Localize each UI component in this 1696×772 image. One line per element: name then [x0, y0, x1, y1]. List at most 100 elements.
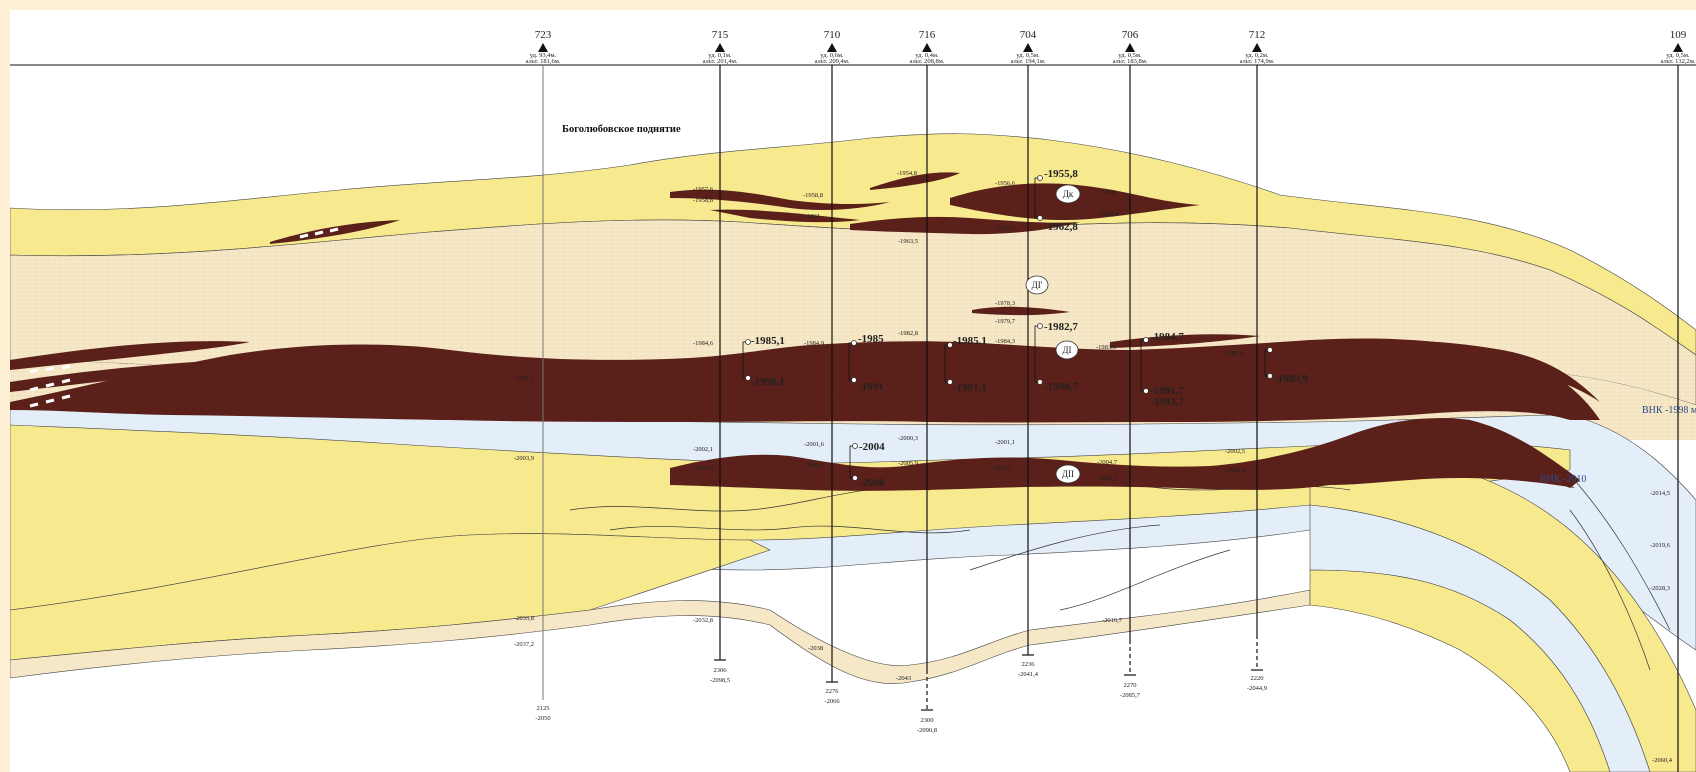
well-715[interactable]: 715 уд. 0,1м. альт. 201,4м. 2306 -2098,5 [703, 29, 738, 684]
depth-label: -2006,2 [992, 465, 1012, 472]
depth-label: -2000,3 [898, 435, 918, 442]
oil-water-contact-label: ВНК -2010 [1540, 474, 1586, 485]
depth-label: -2006,5 [804, 462, 824, 469]
well-706[interactable]: 706 уд. 0,5м. альт. 183,8м. 2270 -2085,7 [1113, 29, 1148, 699]
mark-label: -1985,1 [751, 335, 785, 347]
well-alt1: уд. 0,2м. [1245, 52, 1269, 59]
oil-lens [1070, 399, 1250, 410]
well-alt2: альт. 174,9м. [1240, 58, 1275, 65]
depth-label: -1961 [805, 213, 820, 220]
cross-section-frame: 723 уд. 93,4м. альт. 181,6м. 2125 -2050 … [10, 10, 1696, 772]
depth-label: -1956,6 [995, 180, 1016, 187]
depth-label: -2002,5 [1225, 448, 1245, 455]
well-bottom-depth: 2236 [1022, 661, 1036, 668]
well-716[interactable]: 716 уд. 0,4м. альт. 208,8м. 2300 -2090,8 [910, 29, 945, 734]
thin-streak [969, 524, 1161, 571]
svg-text:ДII: ДII [1062, 469, 1074, 479]
well-712[interactable]: 712 уд. 0,2м. альт. 174,9м. 2220 -2044,9 [1240, 29, 1275, 692]
mark-label: -1984,7 [1150, 331, 1184, 343]
depth-label: -2038 [808, 645, 823, 652]
well-723[interactable]: 723 уд. 93,4м. альт. 181,6м. 2125 -2050 [526, 29, 561, 722]
depth-label: -1957,6 [693, 186, 714, 193]
mark-label: -1991 [858, 381, 884, 393]
well-marker-icon [1023, 43, 1033, 52]
pinch-out-dk [299, 227, 339, 239]
mark-label: -1991,1 [953, 382, 987, 394]
layer-label-d1: ДI [1055, 340, 1079, 360]
depth-label: -2014,5 [1650, 490, 1670, 497]
well-marker-icon [1252, 43, 1262, 52]
well-bottom-abs: -2098,5 [710, 677, 730, 684]
thin-streak [1569, 474, 1671, 631]
well-id: 712 [1249, 29, 1266, 41]
depth-label: -1954,8 [897, 170, 917, 177]
well-704[interactable]: 704 уд. 0,5м. альт. 194,1м. 2236 -2041,4 [1011, 29, 1046, 678]
depth-label: -2033,8 [514, 615, 534, 622]
well-bottom-abs: -2041,4 [1018, 671, 1039, 678]
well-bottom-depth: 2306 [714, 667, 728, 674]
pinch-out-left [29, 364, 71, 408]
well-alt1: уд. 0,6м. [820, 52, 844, 59]
depth-label: -2032,8 [693, 617, 713, 624]
well-bottom-abs: -2066 [824, 698, 840, 705]
mark-label: -1989,9 [1274, 373, 1308, 385]
well-alt2: альт. 181,6м. [526, 58, 561, 65]
well-bottom-depth: 2125 [537, 705, 550, 712]
geological-cross-section: 723 уд. 93,4м. альт. 181,6м. 2125 -2050 … [10, 29, 1696, 772]
oil-body-dk [270, 220, 400, 244]
well-bottom-abs: -2060,4 [1652, 757, 1673, 764]
well-710[interactable]: 710 уд. 0,6м. альт. 209,4м. 2276 -2066 [815, 29, 850, 705]
depth-label: -1958 [1100, 189, 1115, 196]
depth-label: -1958,6 [693, 197, 714, 204]
oil-lens [10, 358, 270, 392]
oil-lens-d2 [1330, 455, 1575, 488]
mark-label: -1990,1 [751, 376, 785, 388]
well-alt1: уд. 93,4м. [530, 52, 557, 59]
depth-label: -2006,8 [693, 465, 713, 472]
well-marker-icon [827, 43, 837, 52]
depth-label: -2037,2 [514, 641, 534, 648]
mark-label: -1985 [858, 333, 884, 345]
oil-body-dk [850, 216, 1080, 235]
well-bottom-abs: -2085,7 [1120, 692, 1141, 699]
layer-label-d2: ДII [1055, 464, 1081, 484]
well-alt1: уд. 0,5м. [1666, 52, 1690, 59]
well-id: 109 [1670, 29, 1687, 41]
well-id: 706 [1122, 29, 1139, 41]
well-bottom-depth: 2270 [1124, 682, 1137, 689]
well-bottom-abs: -2050 [535, 715, 550, 722]
depth-label: -2004,7 [1097, 459, 1118, 466]
mark-label: -1985,1 [953, 335, 987, 347]
well-id: 710 [824, 29, 841, 41]
depth-label: -2019,6 [1650, 542, 1671, 549]
svg-text:ДI: ДI [1062, 345, 1071, 355]
well-id: 704 [1020, 29, 1037, 41]
well-marker-icon [715, 43, 725, 52]
oil-body-d2 [670, 418, 1580, 491]
depth-label: -2008,7 [1097, 475, 1118, 482]
depth-label: -2002,1 [693, 446, 713, 453]
thin-streak [609, 525, 971, 534]
right-sand-wedge-2 [1309, 569, 1611, 772]
well-id: 723 [535, 29, 552, 41]
well-marker-icon [922, 43, 932, 52]
well-bottom-depth: 2276 [826, 688, 840, 695]
well-alt2: альт. 132,2м. [1661, 58, 1696, 65]
oil-lens [10, 341, 250, 370]
depth-label: -1986,6 [1223, 350, 1244, 357]
well-109[interactable]: 109 уд. 0,5м. альт. 132,2м. -2060,4 [1652, 29, 1696, 772]
oil-body-dk [670, 189, 890, 210]
depth-label: -2043 [896, 675, 911, 682]
well-id: 715 [712, 29, 729, 41]
depth-label: -1958,8 [803, 192, 823, 199]
depth-label: -1984,3 [995, 338, 1015, 345]
svg-text:ДI': ДI' [1032, 280, 1043, 290]
depth-label: -1984,6 [693, 340, 714, 347]
layer-label-dk: Дк [1055, 184, 1081, 204]
mark-label: -1962,8 [1044, 221, 1078, 233]
oil-body-d1prime [972, 306, 1070, 316]
well-alt2: альт. 194,1м. [1011, 58, 1046, 65]
well-alt2: альт. 208,8м. [910, 58, 945, 65]
structure-title: Боголюбовское поднятие [562, 124, 681, 135]
well-alt1: уд. 0,5м. [1118, 52, 1142, 59]
